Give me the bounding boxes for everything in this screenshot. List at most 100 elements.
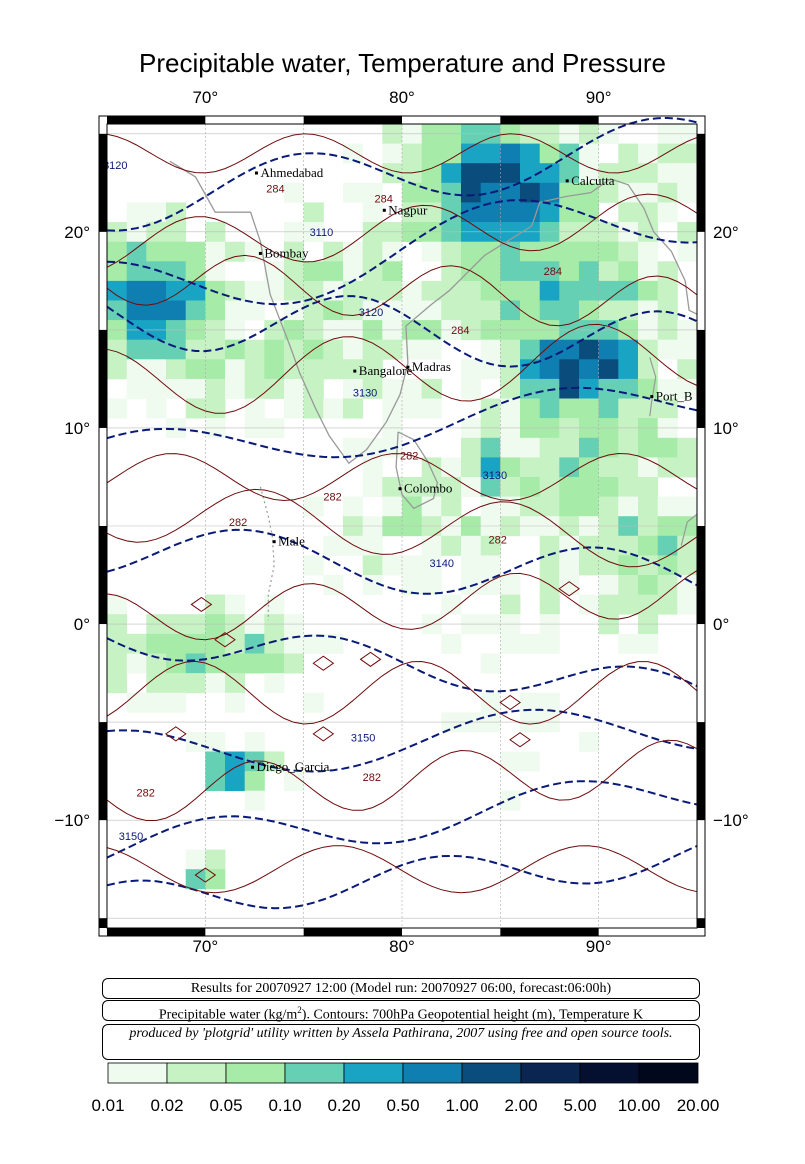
results-info: Results for 20070927 12:00 (Model run: 2… [102,978,700,999]
precip-cell [244,339,265,360]
precip-cell [520,692,541,713]
temperature-contour [106,133,698,174]
precip-cell [441,535,462,556]
precip-cell [559,163,580,184]
precip-cell [402,202,423,223]
precip-cell [284,398,305,419]
precip-cell [500,339,521,360]
precip-cell [618,535,639,556]
precip-cell [441,633,462,654]
temperature-contour [106,452,698,502]
precip-cell [598,555,619,576]
precip-cell [185,849,206,870]
coastline-sumatra [680,513,698,546]
precip-cell [480,280,501,301]
precip-cell [421,378,442,399]
precip-cell [441,143,462,164]
precip-cell [598,280,619,301]
precip-cell [657,280,678,301]
precip-cell [205,731,226,752]
precip-cell [107,339,128,360]
precip-cell [166,692,187,713]
precip-cell [657,555,678,576]
precip-cell [539,163,560,184]
precip-cell [638,535,659,556]
precip-cell [244,398,265,419]
frame-bar [107,928,206,936]
frame-bar [303,928,402,936]
precip-cell [598,535,619,556]
precip-cell [598,241,619,262]
precip-cell [520,300,541,321]
contour-label: 282 [489,535,507,547]
precip-cell [638,143,659,164]
precip-cell [362,555,383,576]
precip-cell [244,359,265,380]
precip-cell [402,143,423,164]
precip-cell [244,731,265,752]
precip-cell [225,673,246,694]
precip-cell [284,280,305,301]
precip-cell [362,280,383,301]
precip-cell [461,163,482,184]
city-markers: Ahmedabad Nagpur Calcutta Bombay MadrasBanga… [251,165,693,774]
credits: produced by 'plotgrid' utility written b… [102,1024,700,1060]
precip-cell [362,261,383,282]
precip-cell [166,280,187,301]
precip-cell [166,300,187,321]
precip-cell [618,477,639,497]
precip-cell [284,261,305,282]
precip-cell [225,653,246,674]
city-label: Male [278,534,305,549]
colorbar-label: 1.00 [445,1096,479,1115]
temperature-contour-closed [558,581,581,597]
precip-cell [441,241,462,262]
precip-cell [579,555,600,576]
precip-cell [559,575,580,595]
temperature-contour [106,488,698,568]
city-marker [406,365,410,369]
precip-cell [500,261,521,282]
precip-cell [441,163,462,184]
temperature-contour [106,570,698,641]
precip-cell [185,261,206,282]
precip-cell [500,378,521,399]
precip-cell [284,241,305,262]
contour-label: 282 [323,492,341,504]
precip-cell [402,575,423,595]
precip-cell [107,398,128,419]
precip-cell [225,241,246,262]
precip-cell [539,143,560,164]
frame-bar [697,329,705,428]
precip-cell [657,143,678,164]
precip-cell [677,437,698,458]
colorbar-swatch [461,1062,522,1084]
precip-cell [520,633,541,654]
precip-cell [579,398,600,419]
precip-cell [618,280,639,301]
precip-cell [126,339,147,360]
precip-cell [579,143,600,164]
colorbar-swatch [166,1062,227,1084]
precip-cell [638,163,659,184]
precip-cell [284,633,305,654]
precip-cell [323,359,344,380]
height-contour [106,780,698,859]
precip-cell [677,457,698,478]
precip-cell [323,261,344,282]
contour-label: 3120 [359,307,383,319]
city-marker [258,251,262,255]
precip-cell [520,163,541,184]
precip-cell [520,202,541,223]
temperature-contour-closed [312,655,335,671]
legend-text-sup: 2 [297,1005,302,1015]
precip-cell [343,359,364,380]
contour-label: 284 [266,184,284,196]
precip-cell [579,594,600,615]
precip-cell [480,339,501,360]
precip-cell [579,300,600,321]
city-label: Calcutta [571,173,615,188]
precip-cell [480,555,501,576]
precip-cell [205,261,226,282]
precip-cell [579,496,600,517]
